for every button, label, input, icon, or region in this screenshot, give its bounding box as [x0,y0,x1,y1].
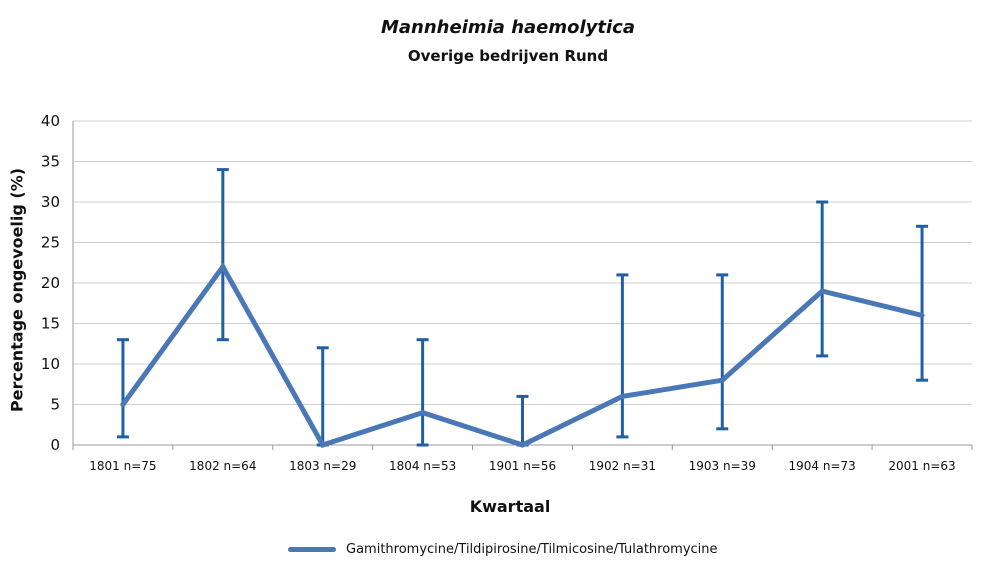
y-tick-label: 0 [50,436,60,454]
y-tick-label: 10 [41,355,60,373]
y-tick-label: 40 [41,112,60,130]
data-point [320,442,326,448]
y-tick-label: 25 [41,234,60,252]
x-axis-label: Kwartaal [469,497,551,516]
data-point [520,442,525,448]
y-tick-label: 5 [50,396,60,414]
y-tick-label: 35 [41,153,60,171]
y-tick-label: 20 [41,274,60,292]
x-tick-label: 2001 n=63 [888,459,955,473]
data-point [919,312,925,318]
chart-title: Mannheimia haemolytica [380,17,635,38]
x-tick-label: 1804 n=53 [389,459,456,473]
y-tick-label: 30 [41,193,60,211]
x-tick-label: 1803 n=29 [289,459,356,473]
x-tick-label: 1901 n=56 [489,459,556,473]
data-point [420,410,426,416]
x-tick-label: 1903 n=39 [689,459,756,473]
x-tick-label: 1801 n=75 [89,459,156,473]
data-point [619,393,625,399]
data-point [220,264,226,270]
data-point [719,377,725,383]
x-tick-label: 1802 n=64 [189,459,256,473]
data-point [819,288,825,294]
legend-label: Gamithromycine/Tildipirosine/Tilmicosine… [346,542,718,557]
y-tick-label: 15 [41,315,60,333]
legend-swatch [288,547,336,552]
chart-subtitle: Overige bedrijven Rund [407,47,609,65]
legend: Gamithromycine/Tildipirosine/Tilmicosine… [288,542,718,557]
data-point [120,402,126,407]
x-tick-label: 1904 n=73 [789,459,856,473]
x-tick-label: 1902 n=31 [589,459,656,473]
